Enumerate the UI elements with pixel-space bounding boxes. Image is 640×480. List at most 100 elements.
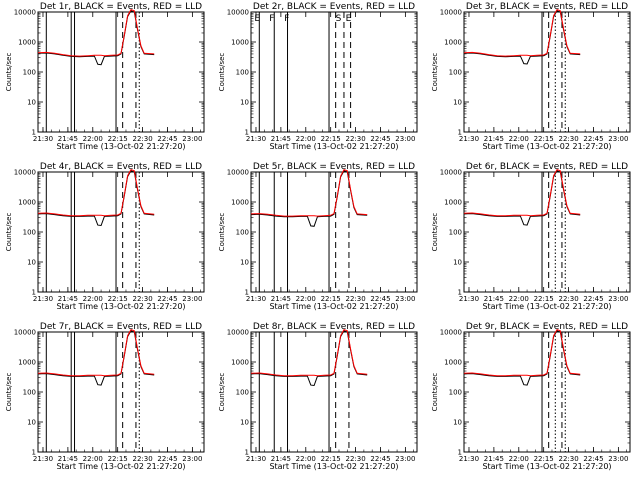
x-tick-label: 21:45 bbox=[58, 135, 78, 143]
y-tick-label: 10000 bbox=[227, 9, 249, 17]
series-events bbox=[250, 330, 368, 387]
panel-title: Det 1r, BLACK = Events, RED = LLD bbox=[40, 2, 202, 12]
series-lld bbox=[463, 8, 581, 57]
plot-frame bbox=[250, 171, 418, 293]
y-tick-label: 10 bbox=[240, 259, 249, 267]
y-tick-label: 10 bbox=[27, 99, 36, 107]
plot-frame bbox=[37, 11, 205, 133]
x-tick-label: 21:30 bbox=[246, 135, 266, 143]
x-tick-label: 21:45 bbox=[484, 295, 504, 303]
series-events bbox=[250, 170, 368, 227]
y-tick-label: 10000 bbox=[440, 329, 462, 337]
y-tick-label: 1 bbox=[458, 129, 462, 137]
x-tick-label: 22:00 bbox=[509, 295, 529, 303]
y-tick-label: 10000 bbox=[14, 329, 36, 337]
plot-frame bbox=[37, 331, 205, 453]
y-tick-label: 10 bbox=[27, 259, 36, 267]
panel-title: Det 5r, BLACK = Events, RED = LLD bbox=[253, 162, 415, 172]
x-tick-label: 22:45 bbox=[583, 455, 603, 463]
x-tick-label: 22:30 bbox=[132, 135, 152, 143]
y-tick-label: 1 bbox=[245, 449, 249, 457]
panel-det-4: Det 4r, BLACK = Events, RED = LLD 1 10 100 1… bbox=[5, 162, 205, 311]
y-axis-label: Counts/sec bbox=[218, 213, 226, 252]
panel-det-1: Det 1r, BLACK = Events, RED = LLD 1 10 100 1… bbox=[5, 2, 205, 151]
y-tick-label: 1000 bbox=[18, 359, 36, 367]
y-axis-label: Counts/sec bbox=[431, 213, 439, 252]
plot-frame bbox=[250, 331, 418, 453]
panel-title: Det 3r, BLACK = Events, RED = LLD bbox=[466, 2, 628, 12]
y-tick-label: 1 bbox=[458, 289, 462, 297]
y-axis-label: Counts/sec bbox=[218, 373, 226, 412]
y-axis-label: Counts/sec bbox=[5, 53, 13, 92]
y-tick-label: 1000 bbox=[231, 39, 249, 47]
x-axis-label: Start Time (13-Oct-02 21:27:20) bbox=[269, 142, 398, 151]
x-tick-label: 22:45 bbox=[583, 135, 603, 143]
x-tick-label: 23:00 bbox=[608, 295, 628, 303]
y-tick-label: 10000 bbox=[227, 169, 249, 177]
x-tick-label: 23:00 bbox=[182, 455, 202, 463]
flag-label: F bbox=[284, 14, 289, 24]
series-lld bbox=[463, 168, 581, 217]
y-tick-label: 10000 bbox=[227, 329, 249, 337]
x-tick-label: 22:00 bbox=[296, 455, 316, 463]
panel-det-3: Det 3r, BLACK = Events, RED = LLD 1 10 100 1… bbox=[431, 2, 631, 151]
flag-label: S bbox=[336, 14, 342, 24]
x-tick-label: 23:00 bbox=[182, 135, 202, 143]
y-tick-label: 10 bbox=[453, 419, 462, 427]
series-lld bbox=[250, 168, 368, 217]
y-axis-label: Counts/sec bbox=[5, 213, 13, 252]
x-tick-label: 22:00 bbox=[296, 135, 316, 143]
y-tick-label: 10 bbox=[453, 259, 462, 267]
panel-title: Det 7r, BLACK = Events, RED = LLD bbox=[40, 322, 202, 332]
y-tick-label: 10000 bbox=[440, 169, 462, 177]
panel-title: Det 9r, BLACK = Events, RED = LLD bbox=[466, 322, 628, 332]
y-tick-label: 100 bbox=[449, 229, 462, 237]
y-tick-label: 10000 bbox=[440, 9, 462, 17]
flag-label: E bbox=[254, 14, 260, 24]
x-tick-label: 22:15 bbox=[321, 135, 341, 143]
panel-det-6: Det 6r, BLACK = Events, RED = LLD 1 10 100 1… bbox=[431, 162, 631, 311]
panel-det-7: Det 7r, BLACK = Events, RED = LLD 1 10 100 1… bbox=[5, 322, 205, 471]
x-tick-label: 22:30 bbox=[558, 135, 578, 143]
y-tick-label: 100 bbox=[449, 69, 462, 77]
x-tick-label: 23:00 bbox=[182, 295, 202, 303]
y-tick-label: 1 bbox=[32, 129, 36, 137]
y-tick-label: 100 bbox=[236, 389, 249, 397]
y-tick-label: 1000 bbox=[231, 199, 249, 207]
x-tick-label: 22:45 bbox=[370, 455, 390, 463]
x-tick-label: 22:15 bbox=[108, 135, 128, 143]
y-tick-label: 10 bbox=[240, 99, 249, 107]
y-axis-label: Counts/sec bbox=[431, 53, 439, 92]
y-tick-label: 10 bbox=[453, 99, 462, 107]
x-tick-label: 22:15 bbox=[321, 455, 341, 463]
x-tick-label: 22:15 bbox=[108, 455, 128, 463]
y-tick-label: 100 bbox=[23, 229, 36, 237]
x-tick-label: 22:30 bbox=[132, 295, 152, 303]
x-tick-label: 22:00 bbox=[509, 455, 529, 463]
series-events bbox=[463, 330, 581, 386]
series-events bbox=[37, 330, 155, 386]
x-tick-label: 22:30 bbox=[132, 455, 152, 463]
x-tick-label: 21:45 bbox=[58, 295, 78, 303]
x-tick-label: 21:45 bbox=[484, 455, 504, 463]
x-tick-label: 22:45 bbox=[157, 455, 177, 463]
x-tick-label: 22:45 bbox=[370, 135, 390, 143]
y-tick-label: 100 bbox=[236, 69, 249, 77]
series-lld bbox=[463, 328, 581, 377]
y-tick-label: 1 bbox=[32, 449, 36, 457]
x-tick-label: 22:45 bbox=[370, 295, 390, 303]
series-events bbox=[463, 10, 581, 65]
x-tick-label: 22:45 bbox=[583, 295, 603, 303]
y-tick-label: 1 bbox=[458, 449, 462, 457]
y-tick-label: 10000 bbox=[14, 169, 36, 177]
y-tick-label: 100 bbox=[236, 229, 249, 237]
x-tick-label: 23:00 bbox=[608, 455, 628, 463]
panel-title: Det 4r, BLACK = Events, RED = LLD bbox=[40, 162, 202, 172]
y-tick-label: 10 bbox=[240, 419, 249, 427]
plot-frame bbox=[250, 11, 418, 133]
y-tick-label: 1000 bbox=[444, 39, 462, 47]
series-events bbox=[37, 10, 155, 66]
panel-title: Det 8r, BLACK = Events, RED = LLD bbox=[253, 322, 415, 332]
y-tick-label: 10 bbox=[27, 419, 36, 427]
x-tick-label: 22:30 bbox=[558, 295, 578, 303]
